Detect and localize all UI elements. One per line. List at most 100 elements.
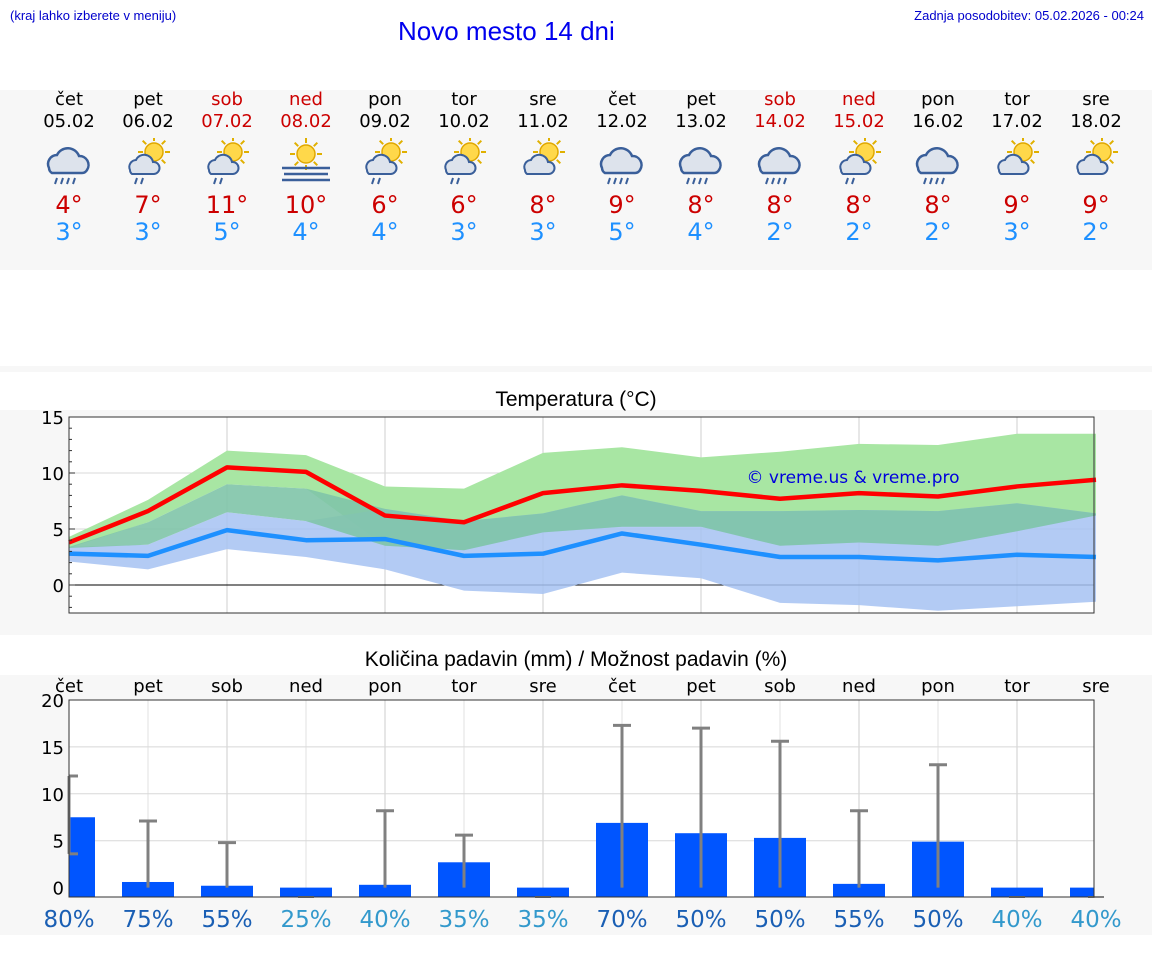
forecast-band <box>0 90 1152 270</box>
sun-cloud-rain-icon <box>839 138 881 185</box>
forecast-day: ned 08.02 10° 4° <box>267 89 346 247</box>
min-temp: 3° <box>450 218 478 246</box>
day-date: 08.02 <box>280 111 332 132</box>
min-temp: 4° <box>292 218 320 246</box>
watermark: © vreme.us & vreme.pro <box>746 468 959 488</box>
day-date: 12.02 <box>596 111 648 132</box>
day-date: 13.02 <box>675 111 727 132</box>
forecast-day: ned 15.02 8° 2° <box>820 90 899 247</box>
precip-probability: 50% <box>675 907 726 933</box>
max-temp: 6° <box>371 191 399 219</box>
precip-probability: 70% <box>596 907 647 933</box>
min-temp: 5° <box>608 218 636 246</box>
max-temp: 6° <box>450 191 478 219</box>
precip-bar <box>359 884 411 897</box>
precip-probability: 80% <box>43 907 94 933</box>
day-name: pon <box>921 89 955 110</box>
precip-probability: 55% <box>833 907 884 933</box>
precip-bar <box>122 881 174 897</box>
max-temp: 11° <box>205 191 249 219</box>
min-temp: 2° <box>845 218 873 246</box>
precipitation-chart-title: Količina padavin (mm) / Možnost padavin … <box>364 648 788 671</box>
forecast-day: pon 16.02 8° 2° <box>899 89 978 247</box>
overlap-band <box>69 484 1096 551</box>
y-tick-label: 15 <box>41 408 64 429</box>
day-name: sob <box>211 89 243 110</box>
day-name: sre <box>529 89 557 110</box>
precip-probability: 50% <box>754 907 805 933</box>
max-temp: 9° <box>1003 191 1031 219</box>
x-day-label: ned <box>289 676 323 697</box>
rain-cloud-icon <box>46 147 90 185</box>
rain-cloud-icon <box>915 147 959 185</box>
max-temp: 8° <box>529 191 557 219</box>
sun-cloud-icon <box>523 138 565 175</box>
y-tick-label: 0 <box>53 576 64 597</box>
forecast-day: pon 09.02 6° 4° <box>346 90 425 247</box>
day-date: 05.02 <box>43 111 95 132</box>
min-temp: 3° <box>1003 218 1031 246</box>
day-name: čet <box>607 89 637 110</box>
forecast-day: sob 07.02 11° 5° <box>188 89 267 247</box>
day-name: tor <box>451 89 477 110</box>
x-day-label: sob <box>764 676 796 697</box>
day-date: 18.02 <box>1070 111 1122 132</box>
day-name: sob <box>764 89 796 110</box>
sun-cloud-rain-icon <box>207 138 249 185</box>
sun-cloud-rain-icon <box>444 138 486 185</box>
plot-frame <box>68 699 1095 898</box>
max-temp: 8° <box>845 191 873 219</box>
sun-cloud-rain-icon <box>365 138 407 185</box>
rain-cloud-icon <box>599 147 643 185</box>
day-date: 15.02 <box>833 111 885 132</box>
temperature-chart: 0 5 10 15 © vreme.us & vreme.pro <box>41 408 1097 614</box>
max-temp: 9° <box>1082 191 1110 219</box>
precip-probability: 40% <box>1070 907 1121 933</box>
y-tick-label: 15 <box>41 738 64 759</box>
y-tick-label: 5 <box>53 520 64 541</box>
last-updated: Zadnja posodobitev: 05.02.2026 - 00:24 <box>914 8 1144 23</box>
forecast-day: tor 17.02 9° 3° <box>978 89 1057 247</box>
day-name: tor <box>1004 89 1030 110</box>
forecast-day: čet 05.02 4° 3° <box>30 90 109 247</box>
y-tick-label: 10 <box>41 464 64 485</box>
forecast-day: sob 14.02 8° 2° <box>741 89 820 247</box>
min-temp: 3° <box>134 218 162 246</box>
precip-bar <box>201 885 253 897</box>
x-day-label: tor <box>451 676 477 697</box>
max-temp: 4° <box>55 191 83 219</box>
y-tick-label: 5 <box>53 832 64 853</box>
day-date: 11.02 <box>517 111 569 132</box>
min-temp: 3° <box>55 218 83 246</box>
sun-fog-icon <box>282 138 330 182</box>
day-date: 14.02 <box>754 111 806 132</box>
day-date: 06.02 <box>122 111 174 132</box>
forecast-day: pet 06.02 7° 3° <box>109 90 188 247</box>
x-day-label: tor <box>1004 676 1030 697</box>
precip-bar <box>517 887 569 897</box>
precip-probability: 40% <box>359 907 410 933</box>
day-date: 09.02 <box>359 111 411 132</box>
rain-cloud-icon <box>678 147 722 185</box>
min-temp: 4° <box>687 218 715 246</box>
min-temp: 2° <box>924 218 952 246</box>
precip-bar <box>991 887 1043 897</box>
plot-frame <box>68 416 1095 614</box>
precip-probability: 35% <box>517 907 568 933</box>
max-temp-line <box>68 465 1097 545</box>
day-name: pet <box>686 89 716 110</box>
day-date: 17.02 <box>991 111 1043 132</box>
forecast-day: pet 13.02 8° 4° <box>662 89 741 247</box>
y-tick-label: 10 <box>41 785 64 806</box>
forecast-day: čet 12.02 9° 5° <box>583 89 662 247</box>
day-date: 16.02 <box>912 111 964 132</box>
x-day-label: čet <box>55 676 83 697</box>
x-day-label: pon <box>921 676 955 697</box>
page-title: Novo mesto 14 dni <box>398 16 615 46</box>
day-name: ned <box>289 89 323 110</box>
min-temp: 3° <box>529 218 557 246</box>
min-temp: 2° <box>766 218 794 246</box>
y-tick-label: 20 <box>41 691 64 712</box>
precip-probability: 55% <box>201 907 252 933</box>
